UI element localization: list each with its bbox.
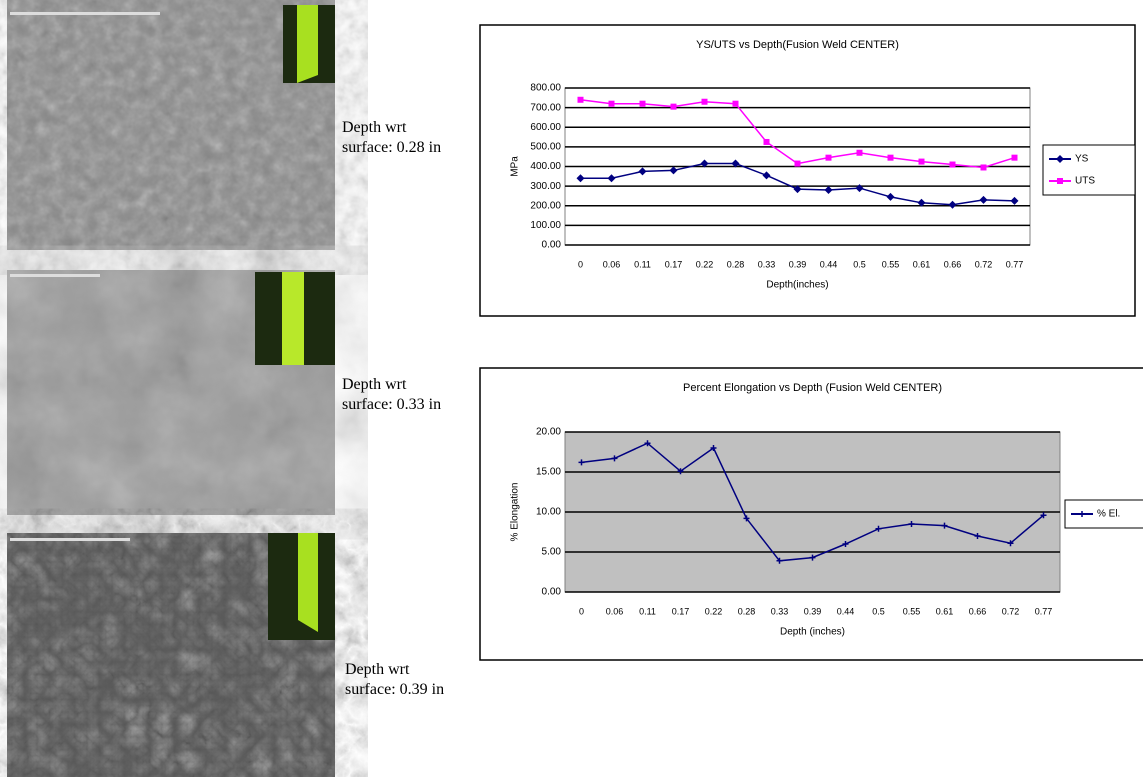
x-tick-label: 0.66	[969, 606, 987, 616]
x-tick-label: 0.06	[603, 259, 621, 269]
x-tick-label: 0.22	[705, 606, 723, 616]
y-tick-label: 300.00	[530, 181, 561, 192]
y-tick-label: 600.00	[530, 122, 561, 133]
x-tick-label: 0.55	[882, 259, 900, 269]
x-tick-label: 0.06	[606, 606, 624, 616]
marker	[733, 101, 739, 107]
y-tick-label: 500.00	[530, 142, 561, 153]
chart-title: YS/UTS vs Depth(Fusion Weld CENTER)	[696, 39, 899, 51]
legend-marker	[1057, 178, 1063, 184]
marker	[609, 101, 615, 107]
x-tick-label: 0.77	[1035, 606, 1053, 616]
y-tick-label: 20.00	[536, 427, 561, 438]
x-tick-label: 0.44	[820, 259, 838, 269]
y-tick-label: 700.00	[530, 102, 561, 113]
y-axis-title: % Elongation	[510, 483, 521, 542]
x-tick-label: 0.61	[913, 259, 931, 269]
x-tick-label: 0.33	[771, 606, 789, 616]
y-tick-label: 0.00	[542, 240, 562, 251]
y-tick-label: 800.00	[530, 83, 561, 94]
y-tick-label: 200.00	[530, 200, 561, 211]
marker	[981, 164, 987, 170]
x-tick-label: 0.72	[1002, 606, 1020, 616]
marker	[919, 159, 925, 165]
page: Depth wrtsurface: 0.28 in Depth wrtsurfa…	[0, 0, 1143, 777]
marker	[1012, 155, 1018, 161]
marker	[640, 101, 646, 107]
marker	[950, 162, 956, 168]
y-tick-label: 15.00	[536, 467, 561, 478]
x-tick-label: 0.22	[696, 259, 714, 269]
legend-box	[1043, 145, 1135, 195]
x-tick-label: 0.39	[789, 259, 807, 269]
x-tick-label: 0.72	[975, 259, 993, 269]
y-tick-label: 5.00	[542, 547, 562, 558]
x-tick-label: 0.55	[903, 606, 921, 616]
chart-title: Percent Elongation vs Depth (Fusion Weld…	[683, 382, 942, 394]
marker	[795, 161, 801, 167]
x-axis-title: Depth(inches)	[766, 280, 828, 291]
x-tick-label: 0.17	[672, 606, 690, 616]
marker	[764, 139, 770, 145]
x-tick-label: 0	[579, 606, 584, 616]
y-axis-title: MPa	[510, 156, 521, 177]
x-tick-label: 0.61	[936, 606, 954, 616]
marker	[826, 155, 832, 161]
legend-label: YS	[1075, 154, 1089, 165]
y-tick-label: 0.00	[542, 587, 562, 598]
marker	[888, 155, 894, 161]
x-tick-label: 0.66	[944, 259, 962, 269]
legend-label: UTS	[1075, 176, 1095, 187]
x-tick-label: 0.39	[804, 606, 822, 616]
legend-label: % El.	[1097, 509, 1120, 520]
marker	[671, 104, 677, 110]
marker	[857, 150, 863, 156]
x-tick-label: 0.44	[837, 606, 855, 616]
y-tick-label: 10.00	[536, 507, 561, 518]
chart-layer: YS/UTS vs Depth(Fusion Weld CENTER)Depth…	[0, 0, 1143, 777]
x-tick-label: 0.5	[872, 606, 885, 616]
x-tick-label: 0.11	[639, 606, 656, 616]
x-axis-title: Depth (inches)	[780, 627, 845, 638]
y-tick-label: 100.00	[530, 220, 561, 231]
y-tick-label: 400.00	[530, 161, 561, 172]
x-tick-label: 0.11	[634, 259, 651, 269]
marker	[578, 97, 584, 103]
x-tick-label: 0.17	[665, 259, 683, 269]
x-tick-label: 0.33	[758, 259, 776, 269]
x-tick-label: 0.28	[738, 606, 756, 616]
marker	[702, 99, 708, 105]
x-tick-label: 0.5	[853, 259, 866, 269]
x-tick-label: 0	[578, 259, 583, 269]
x-tick-label: 0.77	[1006, 259, 1024, 269]
x-tick-label: 0.28	[727, 259, 745, 269]
